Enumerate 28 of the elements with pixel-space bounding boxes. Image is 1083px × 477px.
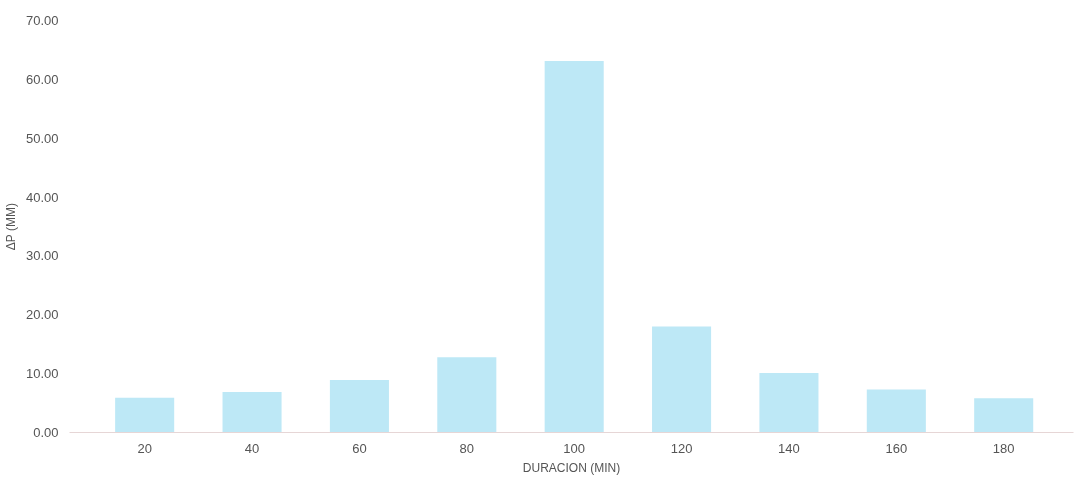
bar <box>329 380 389 433</box>
bar <box>974 398 1034 433</box>
y-tick-label: 20.00 <box>25 307 59 323</box>
x-tick-label: 140 <box>778 440 800 456</box>
bar <box>222 391 282 433</box>
bar <box>544 61 604 433</box>
bar <box>115 397 175 433</box>
y-tick-label: 70.00 <box>25 13 59 28</box>
y-tick-label: 50.00 <box>25 130 59 146</box>
bar <box>652 326 712 433</box>
y-axis-title: ΔP (MM) <box>3 203 18 251</box>
x-tick-label: 40 <box>244 440 260 456</box>
bar <box>866 389 926 433</box>
y-tick-label: 40.00 <box>25 189 59 205</box>
x-tick-label: 20 <box>137 440 152 456</box>
x-tick-label: 60 <box>352 440 367 456</box>
x-axis-title: DURACION (MIN) <box>522 460 621 475</box>
x-tick-label: 120 <box>670 440 693 456</box>
x-tick-label: 180 <box>992 440 1015 456</box>
bar <box>759 373 819 433</box>
y-tick-label: 0.00 <box>33 425 59 440</box>
y-tick-label: 10.00 <box>25 366 59 382</box>
bar <box>437 357 497 433</box>
y-tick-label: 60.00 <box>25 71 59 87</box>
x-tick-label: 100 <box>563 440 586 456</box>
y-tick-label: 30.00 <box>25 248 59 264</box>
x-tick-label: 160 <box>885 440 908 456</box>
x-tick-label: 80 <box>459 440 475 456</box>
